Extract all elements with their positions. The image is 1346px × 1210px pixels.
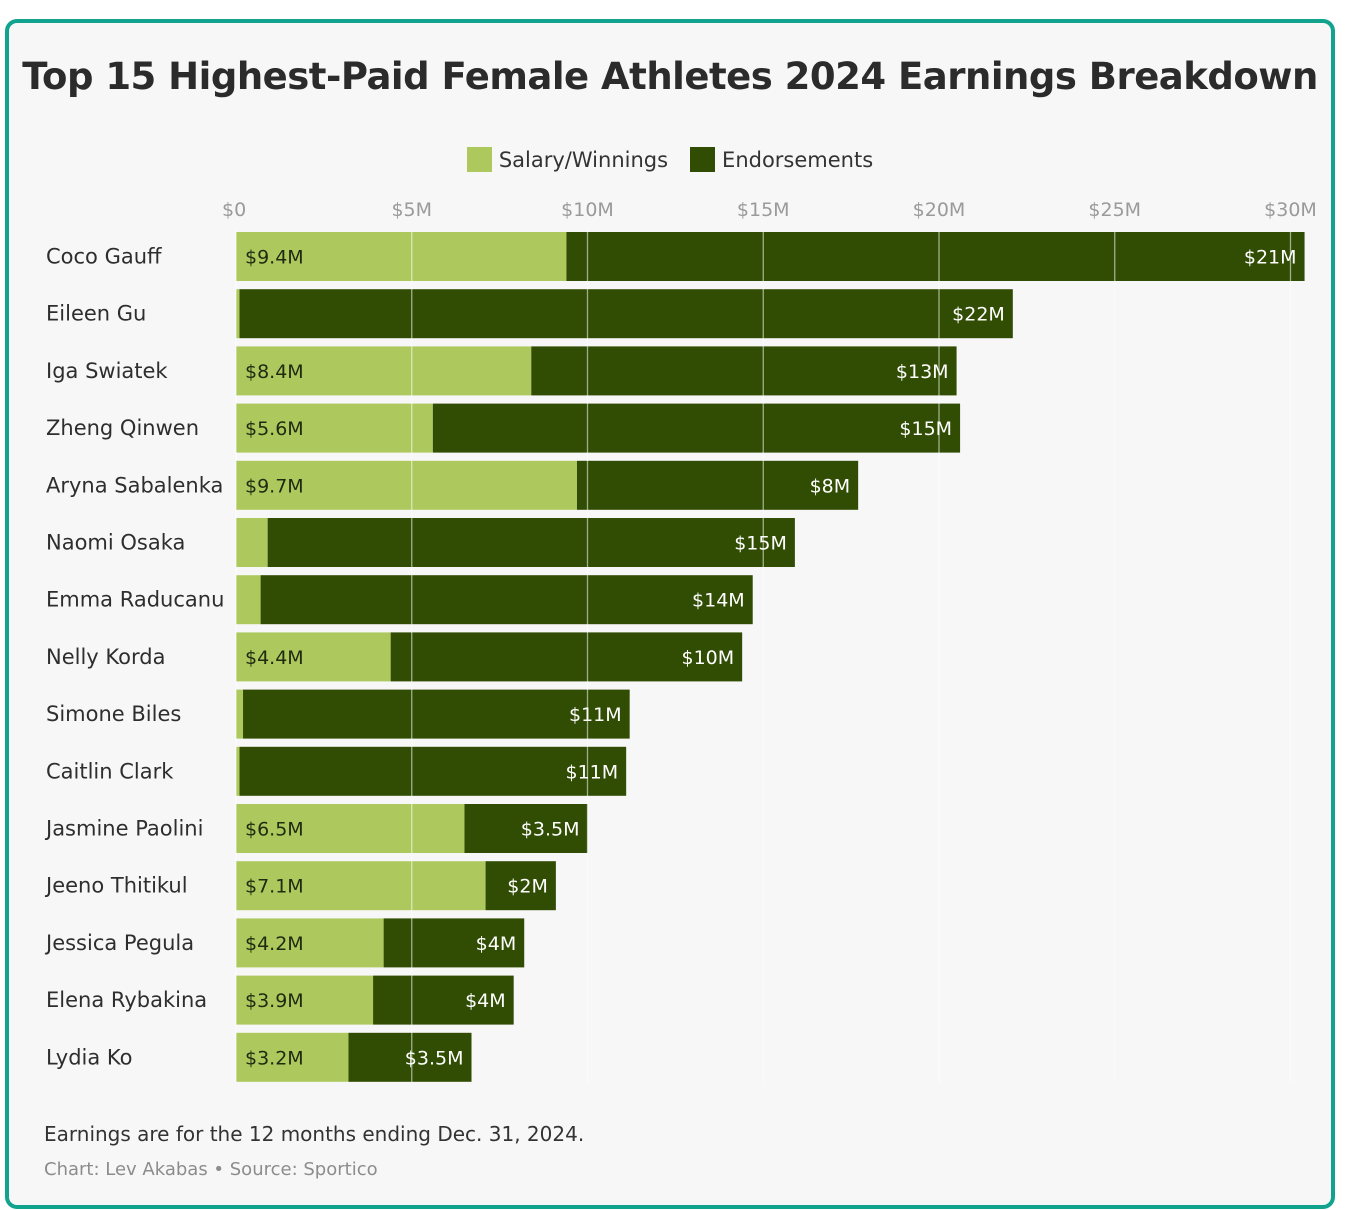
data-label-endorsements: $21M: [1244, 247, 1297, 269]
x-tick-label: $25M: [1088, 199, 1141, 221]
bar-endorsements: [566, 232, 1305, 281]
data-label-endorsements: $11M: [569, 704, 622, 726]
legend-item-endorsements: Endorsements: [690, 147, 873, 172]
data-label-salary-winnings: $8.4M: [245, 361, 304, 383]
data-label-endorsements: $13M: [896, 361, 949, 383]
source-credit: Chart: Lev Akabas • Source: Sportico: [44, 1159, 378, 1180]
bar-salary-winnings: [236, 518, 268, 567]
category-label: Lydia Ko: [46, 1045, 132, 1069]
data-label-endorsements: $3.5M: [405, 1047, 464, 1069]
data-label-endorsements: $3.5M: [521, 819, 580, 841]
bar-salary-winnings: [236, 861, 486, 911]
data-label-endorsements: $11M: [565, 761, 618, 783]
category-label: Iga Swiatek: [46, 359, 168, 383]
category-label: Simone Biles: [46, 702, 181, 726]
bar-endorsements: [390, 632, 743, 682]
chart-legend: Salary/Winnings Endorsements: [9, 147, 1331, 172]
data-label-salary-winnings: $4.2M: [245, 933, 304, 955]
bar-endorsements: [432, 403, 961, 453]
category-label: Jeeno Thitikul: [44, 874, 188, 898]
category-label: Naomi Osaka: [46, 531, 185, 555]
category-label: Coco Gauff: [46, 245, 162, 269]
category-label: Caitlin Clark: [46, 759, 174, 783]
legend-label-endorsements: Endorsements: [722, 147, 874, 172]
bar-endorsements: [383, 918, 525, 968]
data-label-salary-winnings: $7.1M: [245, 876, 304, 898]
data-label-salary-winnings: $3.9M: [245, 990, 304, 1012]
data-label-salary-winnings: $5.6M: [245, 418, 304, 440]
x-tick-label: $0: [222, 199, 246, 221]
category-label: Nelly Korda: [46, 645, 165, 669]
chart-frame: Top 15 Highest-Paid Female Athletes 2024…: [5, 19, 1335, 1209]
data-label-endorsements: $8M: [810, 475, 851, 497]
x-tick-label: $10M: [561, 199, 614, 221]
x-tick-label: $5M: [391, 199, 432, 221]
legend-item-salary: Salary/Winnings: [466, 147, 669, 172]
data-label-endorsements: $10M: [681, 647, 734, 669]
category-label: Elena Rybakina: [46, 988, 207, 1012]
bar-endorsements: [260, 575, 753, 625]
bar-salary-winnings: [236, 632, 391, 682]
data-label-endorsements: $2M: [507, 876, 548, 898]
bar-salary-winnings: [236, 975, 374, 1025]
category-label: Aryna Sabalenka: [46, 473, 223, 497]
category-label: Zheng Qinwen: [46, 416, 199, 440]
x-tick-label: $20M: [913, 199, 966, 221]
data-label-endorsements: $15M: [899, 418, 952, 440]
data-label-salary-winnings: $3.2M: [245, 1047, 304, 1069]
x-tick-label: $15M: [737, 199, 790, 221]
bar-salary-winnings: [236, 689, 244, 739]
legend-swatch-salary: [466, 147, 492, 172]
category-label: Jasmine Paolini: [44, 817, 203, 841]
x-tick-label: $30M: [1264, 199, 1317, 221]
bars-group: [236, 232, 1305, 1082]
data-label-endorsements: $22M: [952, 304, 1005, 326]
category-label: Jessica Pegula: [44, 931, 194, 955]
category-label: Emma Raducanu: [46, 588, 224, 612]
bar-salary-winnings: [236, 403, 433, 453]
bar-endorsements: [239, 746, 627, 796]
data-label-salary-winnings: $4.4M: [245, 647, 304, 669]
bar-salary-winnings: [236, 232, 567, 281]
data-label-salary-winnings: $6.5M: [245, 819, 304, 841]
labels-group: $0 $5M $10M $15M $20M $25M $30M Coco Gauff $9.4M…: [44, 199, 1317, 1069]
bar-salary-winnings: [236, 289, 240, 339]
bar-endorsements: [464, 804, 588, 853]
bar-salary-winnings: [236, 1032, 349, 1082]
footnote: Earnings are for the 12 months ending De…: [44, 1122, 585, 1146]
data-label-salary-winnings: $9.4M: [245, 247, 304, 269]
data-label-endorsements: $4M: [476, 933, 517, 955]
chart-title: Top 15 Highest-Paid Female Athletes 2024…: [22, 55, 1318, 98]
bar-endorsements: [576, 460, 859, 510]
bar-salary-winnings: [236, 460, 577, 510]
bar-endorsements: [239, 289, 1013, 339]
bar-salary-winnings: [236, 918, 384, 968]
data-label-endorsements: $15M: [734, 533, 787, 555]
data-label-endorsements: $4M: [465, 990, 506, 1012]
bar-endorsements: [373, 975, 514, 1025]
bar-endorsements: [243, 689, 630, 739]
data-label-salary-winnings: $9.7M: [245, 475, 304, 497]
bar-endorsements: [267, 518, 795, 567]
bar-endorsements: [348, 1032, 472, 1082]
bar-endorsements: [485, 861, 556, 911]
legend-label-salary: Salary/Winnings: [498, 147, 669, 172]
bar-salary-winnings: [236, 575, 261, 625]
bar-endorsements: [531, 346, 957, 396]
data-label-endorsements: $14M: [692, 590, 745, 612]
bar-salary-winnings: [236, 346, 532, 396]
bar-salary-winnings: [236, 804, 465, 853]
category-label: Eileen Gu: [46, 302, 146, 326]
legend-swatch-endorsements: [690, 147, 716, 172]
gridlines-group: [235, 230, 1292, 1083]
bar-salary-winnings: [236, 746, 240, 796]
